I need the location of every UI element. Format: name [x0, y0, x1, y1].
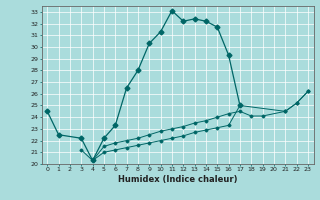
X-axis label: Humidex (Indice chaleur): Humidex (Indice chaleur)	[118, 175, 237, 184]
